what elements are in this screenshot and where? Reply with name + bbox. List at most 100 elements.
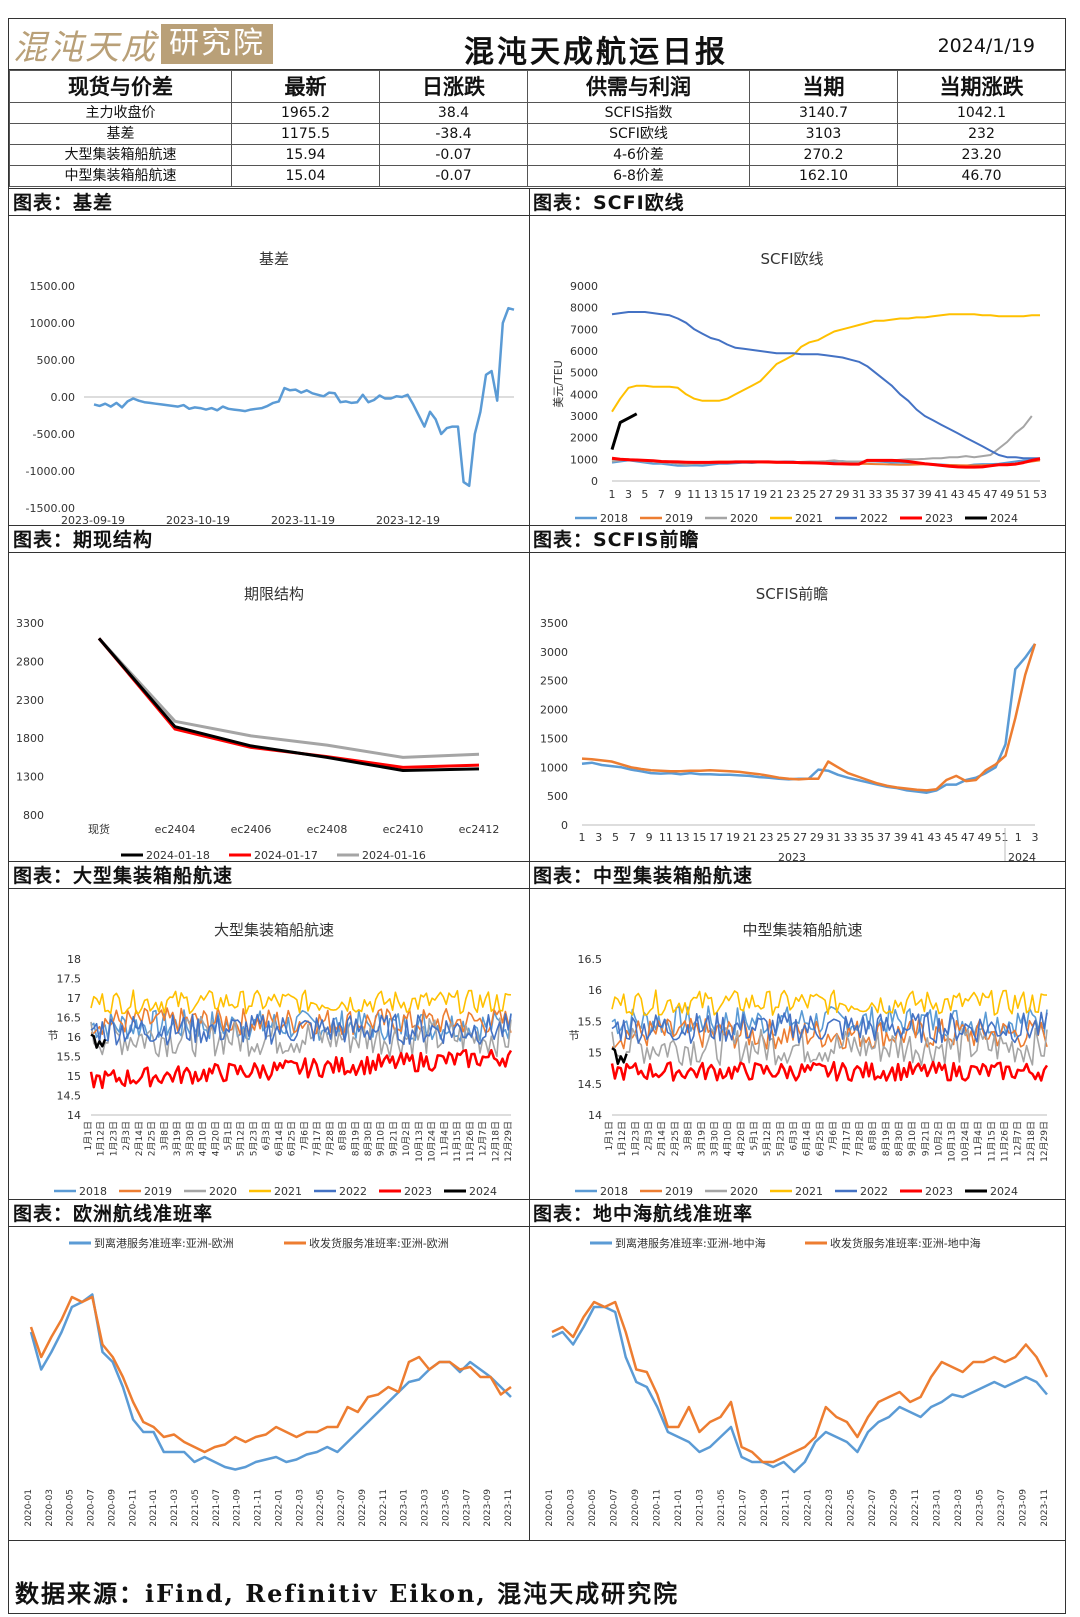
chart-title: SCFI欧线	[760, 250, 823, 268]
x-tick-label: 6月3日	[261, 1121, 272, 1150]
x-tick-label: 12月29日	[503, 1121, 514, 1162]
table-cell: 主力收盘价	[9, 102, 232, 124]
x-group-label: 2023	[778, 851, 806, 861]
y-tick-label: 14.5	[578, 1078, 603, 1091]
chart-title: SCFIS前瞻	[756, 585, 829, 603]
chart-title: 中型集装箱船航速	[742, 921, 862, 939]
x-tick-label: 21	[770, 488, 784, 501]
x-tick-label: 2021-09	[760, 1489, 770, 1527]
table-cell: 3140.7	[749, 102, 898, 124]
y-tick-label: 3500	[540, 617, 568, 630]
y-tick-label: 1000	[570, 453, 598, 466]
y-tick-label: 1000.00	[30, 317, 76, 330]
x-tick-label: 3月30日	[709, 1121, 720, 1156]
x-tick-label: 2023-11	[1040, 1489, 1050, 1527]
legend-label: 2018	[600, 1185, 628, 1198]
x-tick-label: 3月19日	[172, 1121, 183, 1156]
x-tick-label: 4月10日	[198, 1121, 209, 1156]
x-tick-label: 45	[944, 831, 958, 844]
y-axis-label: 美元/TEU	[552, 360, 565, 407]
x-tick-label: 51	[994, 831, 1008, 844]
x-tick-label: 2022-11	[911, 1489, 921, 1527]
x-tick-label: 2022-07	[337, 1489, 347, 1527]
footer-divider	[9, 1540, 1065, 1541]
x-tick-label: 10月13日	[947, 1121, 958, 1162]
x-tick-label: 2020-03	[45, 1489, 55, 1527]
x-tick-label: 41	[934, 488, 948, 501]
x-tick-label: 11月4日	[439, 1121, 450, 1156]
x-tick-label: 2023-03	[954, 1489, 964, 1527]
chart-title: 大型集装箱船航速	[214, 921, 334, 939]
x-tick-label: 2021-03	[170, 1489, 180, 1527]
x-tick-label: 3	[1032, 831, 1039, 844]
x-tick-label: 13	[704, 488, 718, 501]
logo-box: 研究院	[161, 24, 273, 64]
x-tick-label: 21	[743, 831, 757, 844]
table-cell: 15.94	[231, 144, 380, 166]
x-tick-label: 37	[877, 831, 891, 844]
x-tick-label: 8月30日	[894, 1121, 905, 1156]
legend-label: 2024	[469, 1185, 497, 1198]
x-tick-label: 12月18日	[1026, 1121, 1037, 1162]
section-header-mid-speed: 图表：中型集装箱船航速	[529, 861, 1065, 889]
x-tick-label: 2023-01	[400, 1489, 410, 1527]
punctuality-series	[29, 1295, 512, 1454]
section-header-term: 图表：期现结构	[9, 525, 529, 553]
scfis-series	[581, 643, 1037, 792]
legend-label: 到离港服务准班率:亚洲-欧洲	[94, 1236, 234, 1250]
x-tick-label: 7	[658, 488, 665, 501]
x-tick-label: 1月23日	[630, 1121, 641, 1156]
x-tick-label: 7月28日	[325, 1121, 336, 1156]
x-tick-label: 2020-05	[588, 1489, 598, 1527]
chart-title: 期限结构	[244, 585, 304, 603]
y-tick-label: 1500.00	[30, 280, 76, 293]
y-tick-label: 18	[67, 953, 81, 966]
x-tick-label: 35	[885, 488, 899, 501]
x-tick-label: 2022-05	[316, 1489, 326, 1527]
x-tick-label: 8月8日	[868, 1121, 879, 1150]
x-tick-label: 2023-11-19	[271, 514, 335, 525]
table-cell: SCFI欧线	[527, 123, 750, 145]
x-tick-label: 5月23日	[775, 1121, 786, 1156]
x-tick-label: ec2410	[383, 823, 424, 836]
y-tick-label: 5000	[570, 367, 598, 380]
y-tick-label: 14.5	[57, 1090, 82, 1103]
report-date: 2024/1/19	[937, 35, 1035, 57]
x-tick-label: 2020-07	[87, 1489, 97, 1527]
x-tick-label: 1月12日	[617, 1121, 628, 1156]
legend-label: 2024	[990, 512, 1018, 525]
x-tick-label: 3	[595, 831, 602, 844]
eu-punctuality-chart: 到离港服务准班率:亚洲-欧洲 收发货服务准班率:亚洲-欧洲 2020-01 2020-…	[24, 1236, 514, 1527]
scfi-series-2021	[611, 313, 1040, 413]
x-tick-label: 39	[918, 488, 932, 501]
x-tick-label: 2021-01	[674, 1489, 684, 1527]
x-tick-label: 2023-01	[932, 1489, 942, 1527]
x-tick-label: 37	[901, 488, 915, 501]
basis-chart: 基差 1500.00 1000.00 500.00 0.00 -500.00 -1000.0…	[26, 250, 515, 525]
table-header-row: 现货与价差 最新 日涨跌 供需与利润 当期 当期涨跌	[9, 70, 1066, 103]
x-tick-label: 47	[984, 488, 998, 501]
speed-series-2019	[90, 1007, 512, 1036]
section-header-large-speed: 图表：大型集装箱船航速	[9, 861, 529, 889]
x-tick-label: 2023-09	[1018, 1489, 1028, 1527]
y-tick-label: -500.00	[33, 428, 75, 441]
x-tick-label: 7月6日	[828, 1121, 839, 1150]
speed-series-2020	[611, 1027, 1048, 1066]
x-tick-label: 3月19日	[696, 1121, 707, 1156]
report-title: 混沌天成航运日报	[464, 35, 728, 70]
legend-label: 2021	[274, 1185, 302, 1198]
y-tick-label: 15	[588, 1047, 602, 1060]
punctuality-series	[29, 1293, 512, 1471]
x-tick-label: 5	[612, 831, 619, 844]
x-tick-label: 10月24日	[427, 1121, 438, 1162]
x-tick-label: 2月14日	[134, 1121, 145, 1156]
legend-label: 2020	[730, 512, 758, 525]
x-tick-label: 2020-09	[631, 1489, 641, 1527]
x-tick-label: 47	[961, 831, 975, 844]
legend-label: 2024-01-16	[362, 849, 426, 861]
x-tick-label: 2021-03	[696, 1489, 706, 1527]
y-tick-label: 2500	[540, 675, 568, 688]
x-tick-label: ec2404	[155, 823, 196, 836]
x-tick-label: 35	[860, 831, 874, 844]
